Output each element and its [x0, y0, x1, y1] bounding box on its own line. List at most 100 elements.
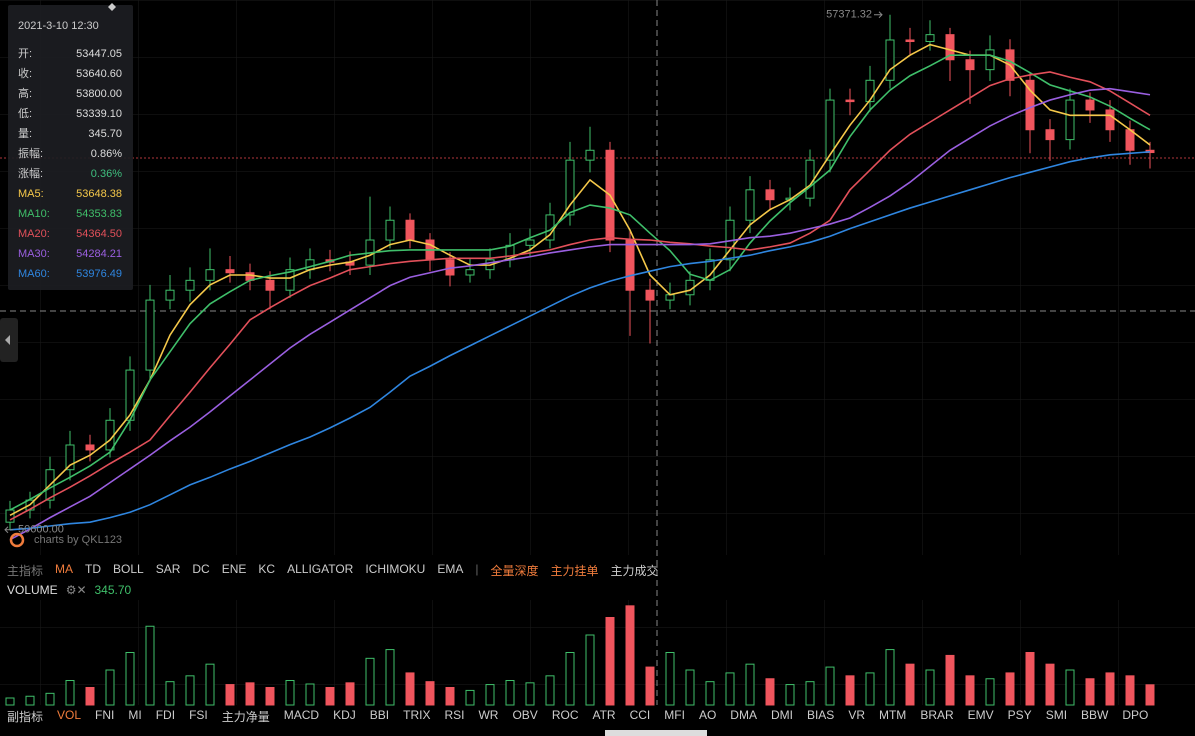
- volume-bar: [845, 675, 855, 706]
- indicator-tab[interactable]: BBI: [369, 708, 390, 722]
- drag-icon[interactable]: [108, 3, 116, 11]
- volume-bar: [665, 652, 675, 706]
- candle-body: [945, 34, 955, 61]
- max-price-label: 57371.32: [826, 9, 872, 21]
- candle-body: [385, 219, 395, 241]
- indicator-tab[interactable]: TRIX: [403, 708, 431, 722]
- indicator-tab[interactable]: EMA: [437, 562, 464, 576]
- indicator-tab[interactable]: BIAS: [806, 708, 835, 722]
- volume-bar: [745, 663, 755, 706]
- indicator-tab[interactable]: FSI: [189, 708, 208, 722]
- indicator-tab[interactable]: 主力挂单: [550, 564, 599, 578]
- indicator-tab[interactable]: EMV: [967, 708, 994, 722]
- indicator-tab[interactable]: BBW: [1081, 708, 1109, 722]
- volume-bar: [285, 680, 295, 706]
- indicator-tab[interactable]: ENE: [221, 562, 247, 576]
- indicator-tab[interactable]: CCI: [629, 708, 651, 722]
- indicator-tab[interactable]: FNI: [95, 708, 115, 722]
- tooltip: 2021-3-10 12:30 开: 53447.05 收: 53640.60 高: 538…: [18, 20, 122, 280]
- candle-body: [565, 159, 575, 216]
- marks: 57371.32 50600.00: [4, 9, 1155, 706]
- indicator-tab[interactable]: TD: [85, 562, 102, 576]
- indicator-tab[interactable]: ICHIMOKU: [365, 562, 426, 576]
- candle-body: [905, 39, 915, 43]
- volume-bar: [125, 652, 135, 706]
- volume-bar: [985, 678, 995, 706]
- indicator-tab: |: [475, 562, 479, 576]
- indicator-tab[interactable]: AO: [698, 708, 717, 722]
- tooltip-label: MA10:: [18, 208, 50, 220]
- tooltip-value: 53976.49: [76, 268, 122, 280]
- grid: [0, 0, 1195, 555]
- volume-bar: [205, 663, 215, 706]
- indicator-tab[interactable]: VOL: [57, 708, 82, 722]
- candle-body: [585, 149, 595, 161]
- indicator-tab[interactable]: OBV: [512, 708, 538, 722]
- tooltip-box: [8, 5, 133, 290]
- scrollbar[interactable]: [605, 730, 707, 736]
- indicator-tab[interactable]: MA: [55, 562, 74, 576]
- candle-body: [745, 189, 755, 221]
- indicator-tab[interactable]: ROC: [551, 708, 579, 722]
- indicator-tab[interactable]: PSY: [1007, 708, 1032, 722]
- indicator-tab[interactable]: SMI: [1045, 708, 1068, 722]
- candle-body: [265, 279, 275, 291]
- indicator-tab[interactable]: BOLL: [113, 562, 144, 576]
- indicator-tab[interactable]: DMA: [730, 708, 757, 722]
- tooltip-label: MA30:: [18, 248, 50, 260]
- candle-body: [5, 509, 15, 523]
- indicator-tab[interactable]: KDJ: [333, 708, 356, 722]
- volume-bar: [1145, 684, 1155, 706]
- volume-bar: [565, 652, 575, 706]
- indicator-tab[interactable]: DPO: [1122, 708, 1149, 722]
- tooltip-label: MA60:: [18, 268, 50, 280]
- indicator-tab[interactable]: SAR: [155, 562, 181, 576]
- main-indicator-bar: 主指标 MA TD BOLL SAR DC ENE KC ALLIGATOR ICHIMOKU EM…: [7, 562, 659, 579]
- sub-indicator-bar: 副指标 VOL FNI MI FDI FSI 主力净量 MACD KDJ BBI TRIX RSI WR…: [7, 708, 1148, 725]
- candle-body: [105, 419, 115, 451]
- candle-body: [205, 269, 215, 281]
- indicator-tab[interactable]: WR: [478, 708, 499, 722]
- settings-icon[interactable]: ⚙✕: [65, 583, 87, 597]
- indicator-tab[interactable]: MACD: [283, 708, 320, 722]
- candle-body: [65, 444, 75, 471]
- indicator-tab[interactable]: MI: [128, 708, 142, 722]
- volume-bar: [1085, 678, 1095, 706]
- volume-bar: [805, 681, 815, 706]
- tooltip-value: 54284.21: [76, 248, 122, 260]
- indicator-tab[interactable]: MFI: [664, 708, 685, 722]
- volume-bar: [945, 654, 955, 706]
- tooltip-label: 高:: [18, 86, 32, 100]
- indicator-tab[interactable]: 主力成交: [610, 564, 659, 578]
- volume-bar: [305, 683, 315, 706]
- indicator-tab[interactable]: DC: [192, 562, 210, 576]
- volume-bar: [925, 669, 935, 706]
- tooltip-label: 收:: [18, 66, 32, 80]
- indicator-tab[interactable]: 全量深度: [490, 564, 539, 578]
- candle-body: [525, 239, 535, 246]
- indicator-tab[interactable]: 主指标: [7, 564, 44, 578]
- volume-bar: [325, 687, 335, 706]
- indicator-tab[interactable]: DMI: [770, 708, 793, 722]
- indicator-tab[interactable]: KC: [258, 562, 276, 576]
- indicator-tab[interactable]: VR: [848, 708, 865, 722]
- volume-bar: [1005, 672, 1015, 706]
- volume-bar: [505, 680, 515, 706]
- indicator-tab[interactable]: ALLIGATOR: [287, 562, 354, 576]
- volume-bar: [45, 692, 55, 706]
- indicator-tab[interactable]: ATR: [592, 708, 616, 722]
- candle-body: [1085, 99, 1095, 111]
- volume-bar: [885, 649, 895, 706]
- volume-bar: [485, 684, 495, 706]
- indicator-tab[interactable]: FDI: [155, 708, 176, 722]
- indicator-tab[interactable]: MTM: [878, 708, 907, 722]
- tooltip-value: 53339.10: [76, 108, 122, 120]
- ma-line: [9, 87, 1151, 541]
- indicator-tab[interactable]: 副指标: [7, 710, 44, 724]
- indicator-tab[interactable]: RSI: [444, 708, 465, 722]
- indicator-tab[interactable]: BRAR: [920, 708, 954, 722]
- tooltip-value: 54353.83: [76, 208, 122, 220]
- indicator-tab[interactable]: 主力净量: [221, 710, 270, 724]
- candle-body: [405, 219, 415, 241]
